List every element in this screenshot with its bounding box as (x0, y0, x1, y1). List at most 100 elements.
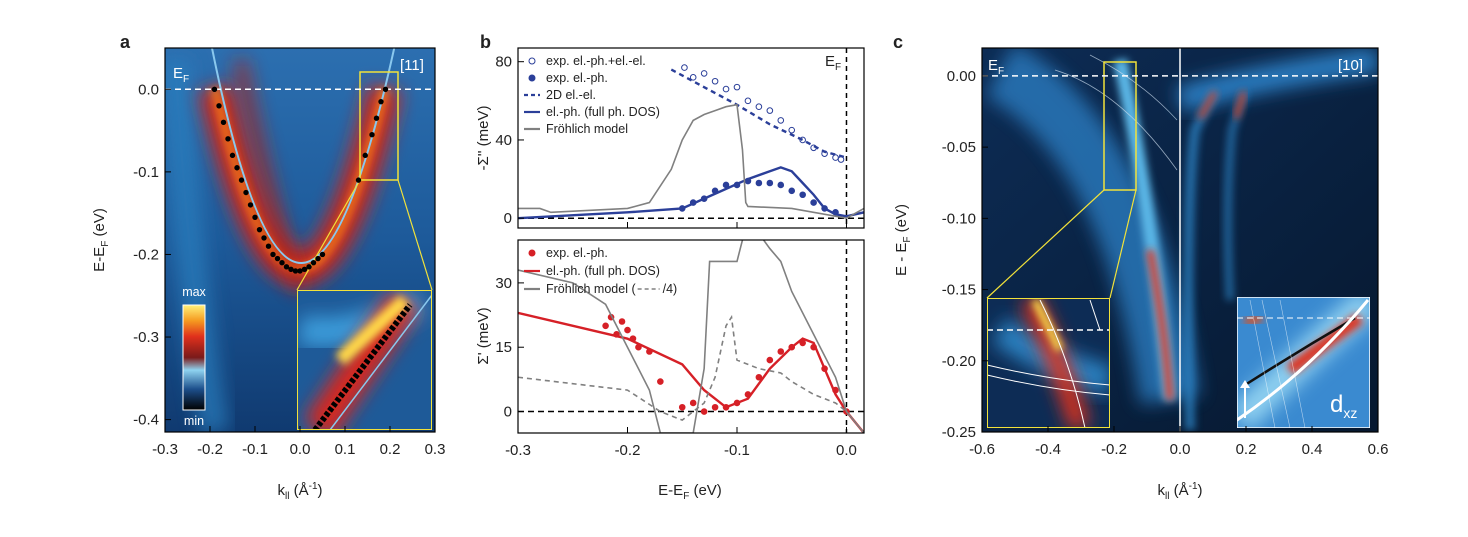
data-point (292, 268, 299, 274)
ef-label: EF (988, 57, 1004, 77)
legend-swatch (528, 57, 536, 65)
data-point (216, 103, 222, 109)
legend-label: Fröhlich model (546, 122, 628, 136)
x-tick-label: -0.2 (1101, 441, 1127, 458)
x-tick-label: 0.0 (1170, 441, 1191, 458)
data-point (306, 264, 312, 270)
data-point (270, 251, 276, 258)
series-line (518, 103, 864, 220)
legend-label: el.-ph. (full ph. DOS) (546, 105, 660, 119)
data-point (378, 98, 384, 105)
data-point (700, 70, 708, 77)
data-point (247, 202, 254, 208)
y-tick-label: -0.05 (942, 139, 976, 156)
x-axis-label: E-EF (eV) (658, 482, 722, 502)
y-tick-label: -0.25 (942, 424, 976, 441)
y-tick-label: -0.1 (133, 164, 159, 181)
data-point (283, 264, 290, 270)
data-point (681, 64, 688, 71)
y-tick-label: 0.00 (947, 68, 976, 85)
data-point (252, 214, 258, 220)
colorbar-min: min (184, 414, 204, 428)
data-point (777, 348, 785, 355)
data-point (711, 77, 719, 85)
x-tick-label: 0.1 (335, 441, 356, 458)
x-tick-label: -0.6 (969, 441, 995, 458)
legend-swatch (528, 249, 536, 257)
x-tick-label: -0.3 (505, 442, 531, 459)
panel-a-inset (297, 290, 432, 430)
y-tick-label: 0 (504, 210, 512, 227)
data-point (261, 235, 267, 241)
data-point (315, 255, 321, 262)
y-tick-label: 0.0 (138, 81, 159, 98)
y-tick-label: 40 (495, 132, 512, 149)
data-point (220, 119, 227, 126)
data-point (689, 399, 697, 407)
ef-label: EF (825, 53, 841, 73)
data-point (369, 132, 375, 138)
plot-area (518, 48, 864, 228)
data-point (766, 107, 774, 114)
plot-area (165, 86, 435, 274)
data-point (799, 191, 806, 199)
y-axis-label: E-EF (eV) (91, 208, 111, 272)
x-tick-label: -0.1 (724, 442, 750, 459)
y-axis-label: -Σ'' (meV) (475, 106, 492, 171)
data-point (382, 86, 389, 92)
data-point (602, 322, 609, 330)
data-point (766, 356, 774, 364)
data-point (810, 199, 817, 206)
series-line (518, 311, 864, 433)
plot-area (518, 240, 864, 433)
x-tick-label: 0.4 (1302, 441, 1323, 458)
legend-label: exp. el.-ph.+el.-el. (546, 54, 646, 68)
panel-label: c (893, 32, 903, 52)
x-axis-label: kll (Å-1) (1157, 481, 1202, 502)
legend-label: /4) (663, 282, 678, 296)
data-point (744, 97, 752, 105)
series-line (670, 68, 847, 159)
data-point (301, 266, 308, 273)
data-point (297, 268, 303, 274)
data-point (618, 318, 626, 325)
data-point (211, 86, 218, 92)
panel-c-inset-right (1237, 297, 1370, 428)
x-axis-label: kll (Å-1) (277, 481, 322, 502)
data-point (243, 189, 249, 196)
legend-label: el.-ph. (full ph. DOS) (546, 264, 660, 278)
panel-label: a (120, 32, 131, 52)
data-point (624, 326, 631, 334)
data-point (362, 152, 368, 159)
y-tick-label: -0.20 (942, 353, 976, 370)
direction-label: [11] (400, 57, 424, 74)
data-point (274, 255, 281, 262)
x-tick-label: -0.2 (197, 441, 223, 458)
data-point (722, 85, 730, 93)
y-tick-label: 80 (495, 54, 512, 71)
plot-area (982, 48, 1378, 432)
x-tick-label: -0.3 (152, 441, 178, 458)
direction-label: [10] (1338, 57, 1363, 74)
x-tick-label: 0.0 (836, 442, 857, 459)
x-tick-label: -0.2 (615, 442, 641, 459)
data-point (373, 115, 380, 121)
axes-frame (517, 239, 865, 434)
data-point (355, 177, 362, 183)
y-tick-label: -0.15 (942, 282, 976, 299)
y-tick-label: -0.10 (942, 210, 976, 227)
legend-label: exp. el.-ph. (546, 246, 608, 260)
legend-label: exp. el.-ph. (546, 71, 608, 85)
y-axis-label: Σ' (meV) (475, 307, 492, 364)
data-point (700, 408, 708, 415)
legend-swatch (528, 74, 536, 82)
data-point (766, 179, 774, 187)
x-tick-label: -0.1 (242, 441, 268, 458)
colorbar-max: max (182, 285, 206, 299)
legend-label: 2D el.-el. (546, 88, 596, 102)
data-point (733, 83, 741, 91)
series-line (518, 166, 864, 220)
data-point (788, 126, 796, 134)
